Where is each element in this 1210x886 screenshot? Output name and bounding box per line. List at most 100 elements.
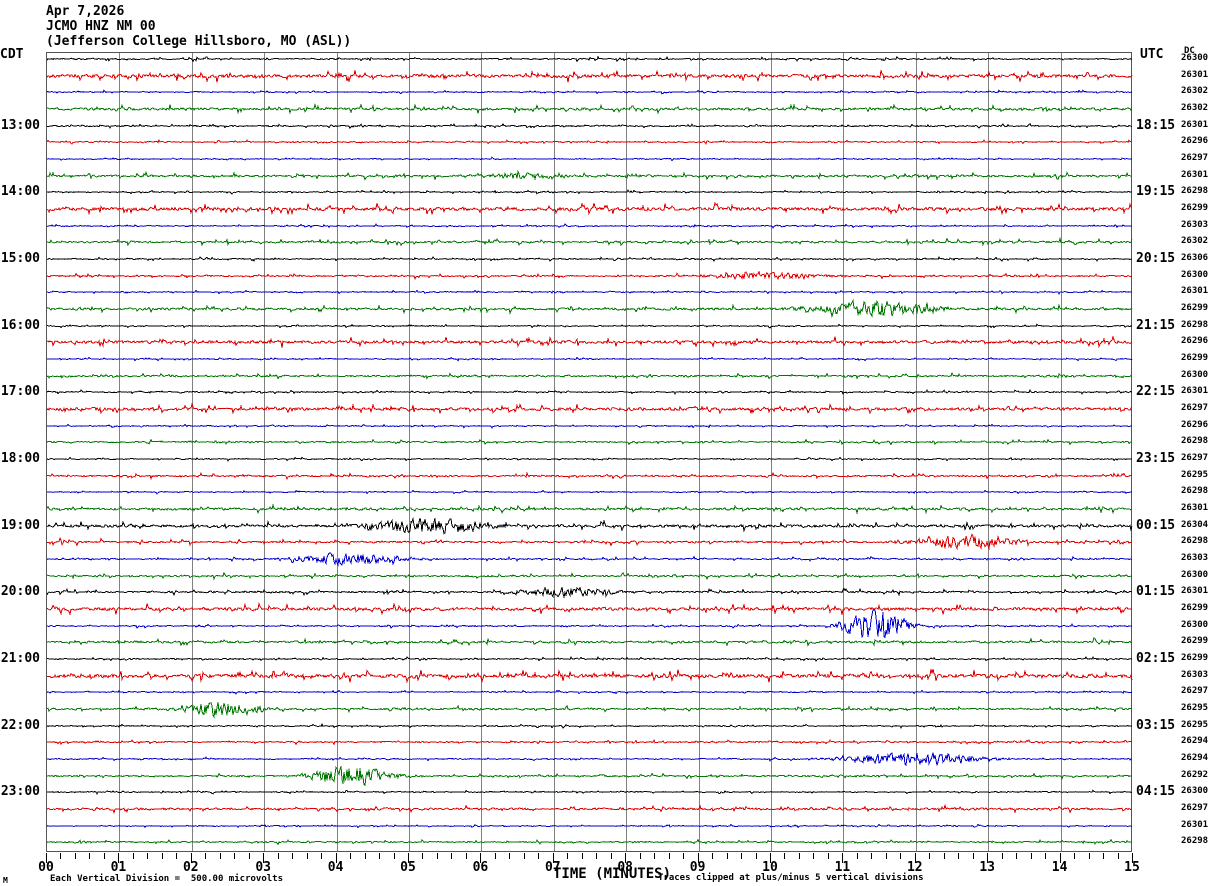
grid-line-minute-09	[699, 53, 700, 851]
x-axis-tick-label: 05	[400, 860, 416, 875]
trace-row	[47, 125, 1133, 159]
x-tick-minor	[365, 853, 366, 859]
trace-row	[47, 59, 1133, 93]
header-location: (Jefferson College Hillsboro, MO (ASL))	[46, 34, 352, 49]
x-tick-minor	[321, 853, 322, 859]
x-tick-minor	[75, 853, 76, 859]
dc-value: 26299	[1181, 636, 1209, 647]
x-tick-minor	[611, 853, 612, 859]
x-axis-tick-label: 07	[544, 860, 561, 875]
cdt-hour-label: 22:00	[0, 717, 40, 733]
dc-value: 26303	[1181, 669, 1209, 680]
x-tick-major	[408, 853, 409, 863]
dc-value: 26301	[1181, 586, 1209, 597]
trace-row	[47, 259, 1133, 293]
x-tick-minor	[538, 853, 539, 859]
trace-row	[47, 459, 1133, 493]
grid-line-minute-05	[409, 53, 410, 851]
x-tick-minor	[654, 853, 655, 859]
dc-value: 26300	[1181, 369, 1209, 380]
cdt-hour-label: 17:00	[0, 384, 40, 400]
utc-hour-label: 22:15	[1136, 384, 1176, 400]
trace-row	[47, 325, 1133, 359]
trace-row	[47, 75, 1133, 109]
x-tick-major	[625, 853, 626, 863]
dc-value: 26299	[1181, 653, 1209, 663]
x-tick-minor	[234, 853, 235, 859]
trace-row	[47, 675, 1133, 709]
x-axis-labels: 00 01 02 03 04 05 06 07 08 09 10 11 12 13 14 15	[0, 860, 1210, 876]
grid-line-minute-11	[843, 53, 844, 851]
trace-row	[47, 342, 1133, 376]
utc-hour-label: 20:15	[1136, 251, 1176, 266]
x-tick-minor	[422, 853, 423, 859]
x-tick-minor	[104, 853, 105, 859]
x-tick-major	[915, 853, 916, 863]
dc-value: 26295	[1181, 469, 1209, 480]
grid-line-minute-13	[988, 53, 989, 851]
x-axis-tick-label: 06	[472, 860, 489, 875]
corner-mark: M	[3, 876, 8, 885]
dc-value: 26300	[1181, 619, 1209, 630]
trace-row	[47, 759, 1133, 793]
dc-value: 26299	[1181, 203, 1209, 213]
cdt-hour-label: 20:00	[0, 584, 40, 600]
x-tick-major	[770, 853, 771, 863]
x-tick-minor	[813, 853, 814, 859]
trace-row	[47, 642, 1133, 676]
grid-line-minute-04	[337, 53, 338, 851]
trace-row	[47, 475, 1133, 509]
trace-row	[47, 725, 1133, 759]
trace-row	[47, 209, 1133, 243]
seismogram-plot[interactable]	[46, 52, 1133, 852]
x-tick-minor	[524, 853, 525, 859]
trace-container	[47, 53, 1133, 851]
cdt-hour-label: 23:00	[0, 784, 40, 800]
x-tick-minor	[495, 853, 496, 859]
x-tick-minor	[278, 853, 279, 859]
x-tick-minor	[307, 853, 308, 859]
dc-value: 26296	[1181, 136, 1209, 147]
dc-value: 26297	[1181, 403, 1209, 413]
dc-value: 26302	[1181, 86, 1209, 97]
dc-value: 26302	[1181, 236, 1209, 247]
x-tick-minor	[900, 853, 901, 859]
dc-value: 26294	[1181, 753, 1209, 763]
dc-value: 26301	[1181, 169, 1209, 180]
trace-row	[47, 159, 1133, 193]
dc-value: 26301	[1181, 286, 1209, 297]
x-tick-minor	[1045, 853, 1046, 859]
dc-value: 26296	[1181, 419, 1209, 430]
x-tick-minor	[958, 853, 959, 859]
x-tick-minor	[929, 853, 930, 859]
trace-row	[47, 625, 1133, 659]
x-axis-ticks	[46, 853, 1133, 863]
dc-value: 26292	[1181, 769, 1209, 780]
trace-row	[47, 359, 1133, 393]
x-tick-minor	[220, 853, 221, 859]
dc-value: 26301	[1181, 819, 1209, 830]
utc-hour-label: 19:15	[1136, 184, 1176, 200]
trace-row	[47, 525, 1133, 559]
x-axis-tick-label: 11	[834, 860, 851, 875]
grid-lines	[47, 53, 1131, 851]
dc-value: 26299	[1181, 303, 1209, 313]
dc-value: 26297	[1181, 453, 1209, 463]
trace-row	[47, 409, 1133, 443]
x-tick-minor	[205, 853, 206, 859]
x-axis-tick-label: 15	[1124, 860, 1140, 875]
trace-row	[47, 392, 1133, 426]
axis-label-cdt: CDT	[0, 47, 24, 62]
x-tick-minor	[1089, 853, 1090, 859]
dc-value: 26306	[1181, 253, 1209, 263]
grid-line-minute-03	[264, 53, 265, 851]
x-tick-minor	[857, 853, 858, 859]
grid-line-minute-08	[626, 53, 627, 851]
x-axis-tick-label: 00	[38, 860, 54, 875]
dc-value: 26303	[1181, 553, 1209, 563]
dc-value: 26301	[1181, 503, 1209, 513]
trace-row	[47, 42, 1133, 76]
grid-line-minute-14	[1061, 53, 1062, 851]
x-tick-minor	[741, 853, 742, 859]
trace-row	[47, 825, 1133, 859]
